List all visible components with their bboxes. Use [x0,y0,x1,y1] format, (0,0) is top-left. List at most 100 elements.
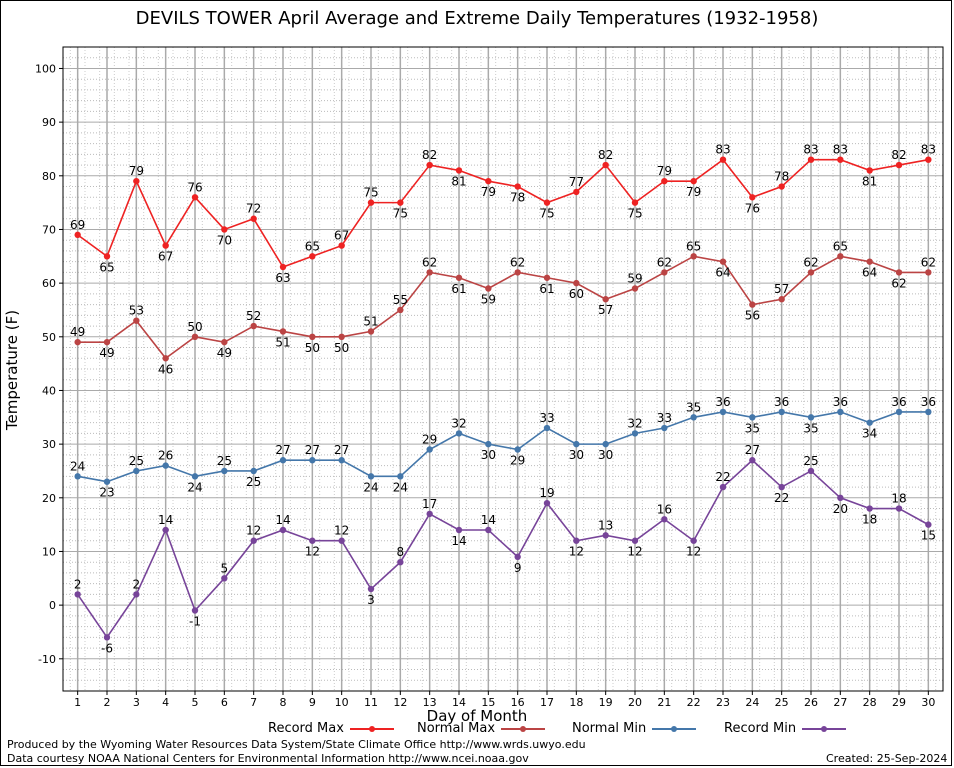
data-label: 5 [221,561,229,575]
data-label: 12 [246,524,261,538]
data-point [661,516,668,523]
x-tick-label: 19 [599,696,613,709]
y-tick-label: 60 [42,277,56,290]
data-point [250,215,257,222]
data-point [719,258,727,265]
data-point [631,430,639,437]
data-label: 61 [539,282,554,296]
x-axis-label: Day of Month [426,707,528,725]
data-point [866,167,873,174]
x-tick-label: 15 [481,696,495,709]
data-point [925,521,932,528]
legend-record-min: Record Min [724,721,850,736]
data-point [778,296,785,303]
data-point [690,414,697,421]
data-label: 76 [745,201,760,215]
data-point [455,274,463,281]
x-tick-label: 13 [423,696,437,709]
data-point [573,279,580,287]
data-label: 49 [70,325,85,339]
data-label: 18 [862,513,877,527]
x-tick-label: 16 [511,696,525,709]
data-label: 36 [833,395,848,409]
data-label: 29 [510,454,525,468]
data-point [925,408,932,416]
plot-area [62,46,944,692]
data-label: 69 [70,218,85,232]
data-point [250,322,257,330]
data-label: 55 [393,293,408,307]
data-label: 53 [129,304,144,318]
y-tick-label: 50 [42,331,56,344]
data-label: 17 [422,497,437,511]
data-label: 61 [451,282,466,296]
series-line [77,411,929,483]
data-point [133,177,140,185]
data-label: 12 [334,524,349,538]
data-point [133,467,140,475]
data-label: 62 [891,276,906,290]
data-point [778,408,785,416]
data-point [807,467,815,475]
x-tick-label: 28 [863,696,877,709]
x-tick-label: 14 [452,696,466,709]
data-point [426,161,433,169]
data-point [543,424,551,432]
data-point [485,285,492,292]
data-point [191,473,199,480]
x-tick-label: 6 [221,696,228,709]
data-point [162,526,169,534]
data-point [485,526,492,534]
data-point [514,269,521,276]
data-point [397,559,404,566]
x-tick-label: 26 [804,696,818,709]
y-tick-label: 40 [42,384,56,397]
data-point [367,328,375,335]
data-label: 24 [70,459,85,473]
data-point [661,177,668,185]
data-label: 82 [422,148,437,162]
data-label: 25 [246,475,261,489]
data-label: 27 [305,443,320,457]
legend-normal-min: Normal Min [572,721,700,736]
series-line [77,459,929,639]
data-point [279,263,287,271]
data-label: 19 [539,486,554,500]
data-label: 8 [397,545,405,559]
data-label: 14 [451,534,466,548]
data-point [485,177,492,185]
data-point [191,333,199,340]
data-label: 32 [627,416,642,430]
data-point [866,505,873,512]
data-label: 36 [774,395,789,409]
data-label: 72 [246,202,261,216]
data-label: 27 [275,443,290,457]
legend-swatch [652,725,697,732]
data-label: 79 [657,164,672,178]
x-tick-label: 5 [192,696,199,709]
data-label: 30 [598,448,613,462]
x-tick-label: 4 [162,696,169,709]
data-label: 78 [774,170,789,184]
data-label: 79 [481,185,496,199]
data-label: 49 [99,346,114,360]
data-point [573,188,580,196]
data-label: 57 [774,282,789,296]
data-label: 76 [187,180,202,194]
data-point [397,473,404,480]
data-label: 50 [334,341,349,355]
data-point [309,253,316,260]
y-tick-label: 80 [42,170,56,183]
data-point [690,253,697,260]
data-label: 65 [305,239,320,253]
legend-swatch [802,725,847,732]
data-label: 49 [217,346,232,360]
data-point [837,494,844,501]
data-label: 79 [686,185,701,199]
x-tick-label: 17 [540,696,554,709]
data-label: 59 [627,272,642,286]
data-label: 14 [275,513,290,527]
data-point [455,430,463,437]
data-label: 2 [133,577,141,591]
data-point [749,414,756,421]
